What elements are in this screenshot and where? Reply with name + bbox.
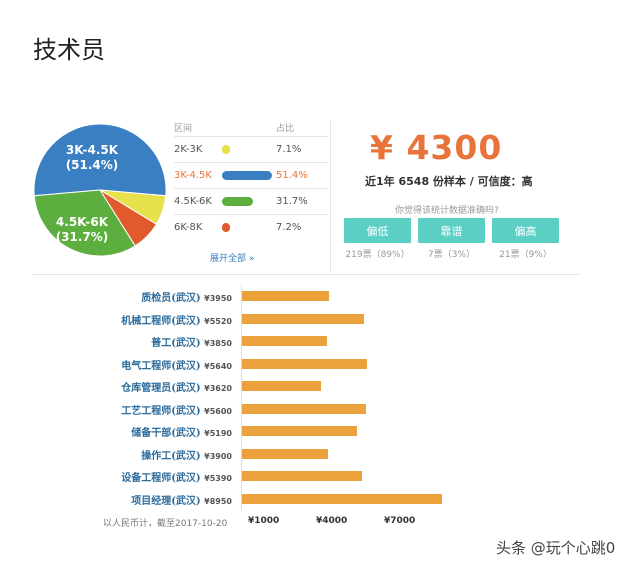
watermark: 头条 @玩个心跳0 bbox=[496, 539, 616, 557]
distribution-bar bbox=[222, 145, 230, 154]
distribution-range: 4.5K-6K bbox=[174, 196, 212, 207]
distribution-bar-cell bbox=[222, 145, 276, 154]
distribution-bar bbox=[222, 197, 253, 206]
pie-slice bbox=[33, 189, 136, 257]
bar-category: 工艺工程师(武汉) bbox=[121, 405, 201, 417]
bar-category: 仓库管理员(武汉) bbox=[121, 383, 201, 394]
sample-info: 近1年 6548 份样本 / 可信度：高 bbox=[365, 175, 533, 188]
currency-note: 以人民币计，截至2017-10-20 bbox=[103, 519, 228, 529]
bar-value-label: ¥5640 bbox=[204, 361, 232, 371]
bar-chart-axis bbox=[241, 285, 242, 510]
distribution-range: 2K-3K bbox=[174, 144, 203, 155]
page-title: 技术员 bbox=[33, 36, 105, 64]
distribution-pct: 31.7% bbox=[276, 196, 308, 207]
bar bbox=[242, 381, 322, 391]
bar-category: 操作工(武汉) bbox=[141, 450, 201, 462]
header-range: 区间 bbox=[174, 123, 193, 134]
x-tick-label: ¥7000 bbox=[384, 516, 416, 526]
bar-value-label: ¥8950 bbox=[204, 496, 232, 506]
bar-category: 项目经理(武汉) bbox=[131, 495, 201, 507]
distribution-bar-cell bbox=[222, 197, 276, 206]
bar-label: 机械工程师(武汉) ¥5520 bbox=[110, 312, 232, 327]
bar-label: 操作工(武汉) ¥3900 bbox=[110, 447, 232, 462]
distribution-range: 3K-4.5K bbox=[174, 170, 212, 181]
pie-label-second-pct: (31.7%) bbox=[56, 230, 109, 244]
bar bbox=[242, 471, 362, 481]
bar-value-label: ¥3850 bbox=[204, 339, 232, 348]
bar-category: 机械工程师(武汉) bbox=[121, 315, 201, 327]
average-salary: ¥ 4300 bbox=[370, 128, 503, 167]
pie-label-second-range: 4.5K-6K bbox=[56, 215, 109, 229]
bar-label: 设备工程师(武汉) ¥5390 bbox=[110, 469, 232, 484]
distribution-bar bbox=[222, 171, 272, 180]
bar-value-label: ¥5520 bbox=[204, 316, 232, 326]
distribution-bar-cell bbox=[222, 171, 276, 180]
bar bbox=[242, 426, 357, 436]
bar bbox=[242, 493, 443, 504]
bar-label: 仓库管理员(武汉) ¥3620 bbox=[110, 379, 232, 394]
distribution-row: 2K-3K 7.1% bbox=[174, 136, 329, 162]
panel-divider bbox=[32, 274, 580, 275]
bar-category: 质检员(武汉) bbox=[141, 293, 201, 304]
bar bbox=[242, 358, 368, 369]
bar bbox=[242, 336, 327, 346]
bar bbox=[242, 448, 328, 459]
bar-value-label: ¥3950 bbox=[204, 294, 232, 303]
distribution-pct: 7.2% bbox=[276, 222, 302, 233]
pie-slice bbox=[33, 123, 167, 197]
vote-low-button[interactable]: 偏低 bbox=[344, 218, 411, 243]
bar-label: 储备干部(武汉) ¥5190 bbox=[110, 424, 232, 439]
pie-label-main-range: 3K-4.5K bbox=[66, 143, 119, 157]
panel-divider bbox=[330, 120, 331, 272]
distribution-bar bbox=[222, 223, 230, 232]
bar-label: 普工(武汉) ¥3850 bbox=[110, 334, 232, 349]
vote-low-count: 219票（89%） bbox=[345, 250, 410, 260]
bar-label: 工艺工程师(武汉) ¥5600 bbox=[110, 402, 232, 417]
distribution-pct: 51.4% bbox=[276, 170, 308, 181]
distribution-range: 6K-8K bbox=[174, 222, 203, 233]
x-tick-label: ¥4000 bbox=[316, 516, 348, 526]
bar-category: 电气工程师(武汉) bbox=[121, 360, 201, 372]
vote-high-button[interactable]: 偏高 bbox=[492, 218, 559, 243]
distribution-table-header: 区间 占比 bbox=[174, 118, 329, 136]
bar-category: 设备工程师(武汉) bbox=[121, 473, 201, 484]
bar bbox=[242, 313, 365, 324]
header-pct: 占比 bbox=[276, 123, 295, 134]
distribution-row: 4.5K-6K 31.7% bbox=[174, 188, 329, 214]
bar-value-label: ¥5600 bbox=[204, 406, 232, 416]
bar-value-label: ¥5390 bbox=[204, 474, 232, 483]
bar-value-label: ¥5190 bbox=[204, 429, 232, 438]
vote-accurate-count: 7票（3%） bbox=[427, 250, 475, 260]
bar-category: 普工(武汉) bbox=[151, 338, 201, 349]
distribution-table: 区间 占比 2K-3K 7.1% 3K-4.5K 51.4% 4.5K-6K 31.7% 6… bbox=[174, 118, 329, 240]
accuracy-question: 你觉得该统计数据准确吗? bbox=[395, 206, 499, 216]
distribution-row: 3K-4.5K 51.4% bbox=[174, 162, 329, 188]
distribution-bar-cell bbox=[222, 223, 276, 232]
distribution-pct: 7.1% bbox=[276, 144, 302, 155]
x-tick-label: ¥1000 bbox=[248, 516, 280, 526]
salary-distribution-panel: 3K-4.5K (51.4%) 4.5K-6K (31.7%) 区间 占比 2K… bbox=[30, 108, 580, 275]
bar bbox=[242, 403, 367, 414]
bar-category: 储备干部(武汉) bbox=[131, 428, 201, 439]
distribution-row: 6K-8K 7.2% bbox=[174, 214, 329, 240]
vote-accurate-button[interactable]: 靠谱 bbox=[418, 218, 485, 243]
vote-high-count: 21票（9%） bbox=[499, 250, 552, 260]
expand-all-link[interactable]: 展开全部 » bbox=[210, 254, 255, 264]
bar-value-label: ¥3900 bbox=[204, 451, 232, 461]
distribution-pie-chart: 3K-4.5K (51.4%) 4.5K-6K (31.7%) bbox=[33, 123, 167, 257]
bar-label: 电气工程师(武汉) ¥5640 bbox=[110, 357, 232, 372]
bar-label: 质检员(武汉) ¥3950 bbox=[110, 289, 232, 304]
bar-label: 项目经理(武汉) ¥8950 bbox=[110, 492, 232, 507]
bar bbox=[242, 291, 329, 301]
bar-value-label: ¥3620 bbox=[204, 384, 232, 393]
pie-label-main-pct: (51.4%) bbox=[66, 158, 119, 172]
